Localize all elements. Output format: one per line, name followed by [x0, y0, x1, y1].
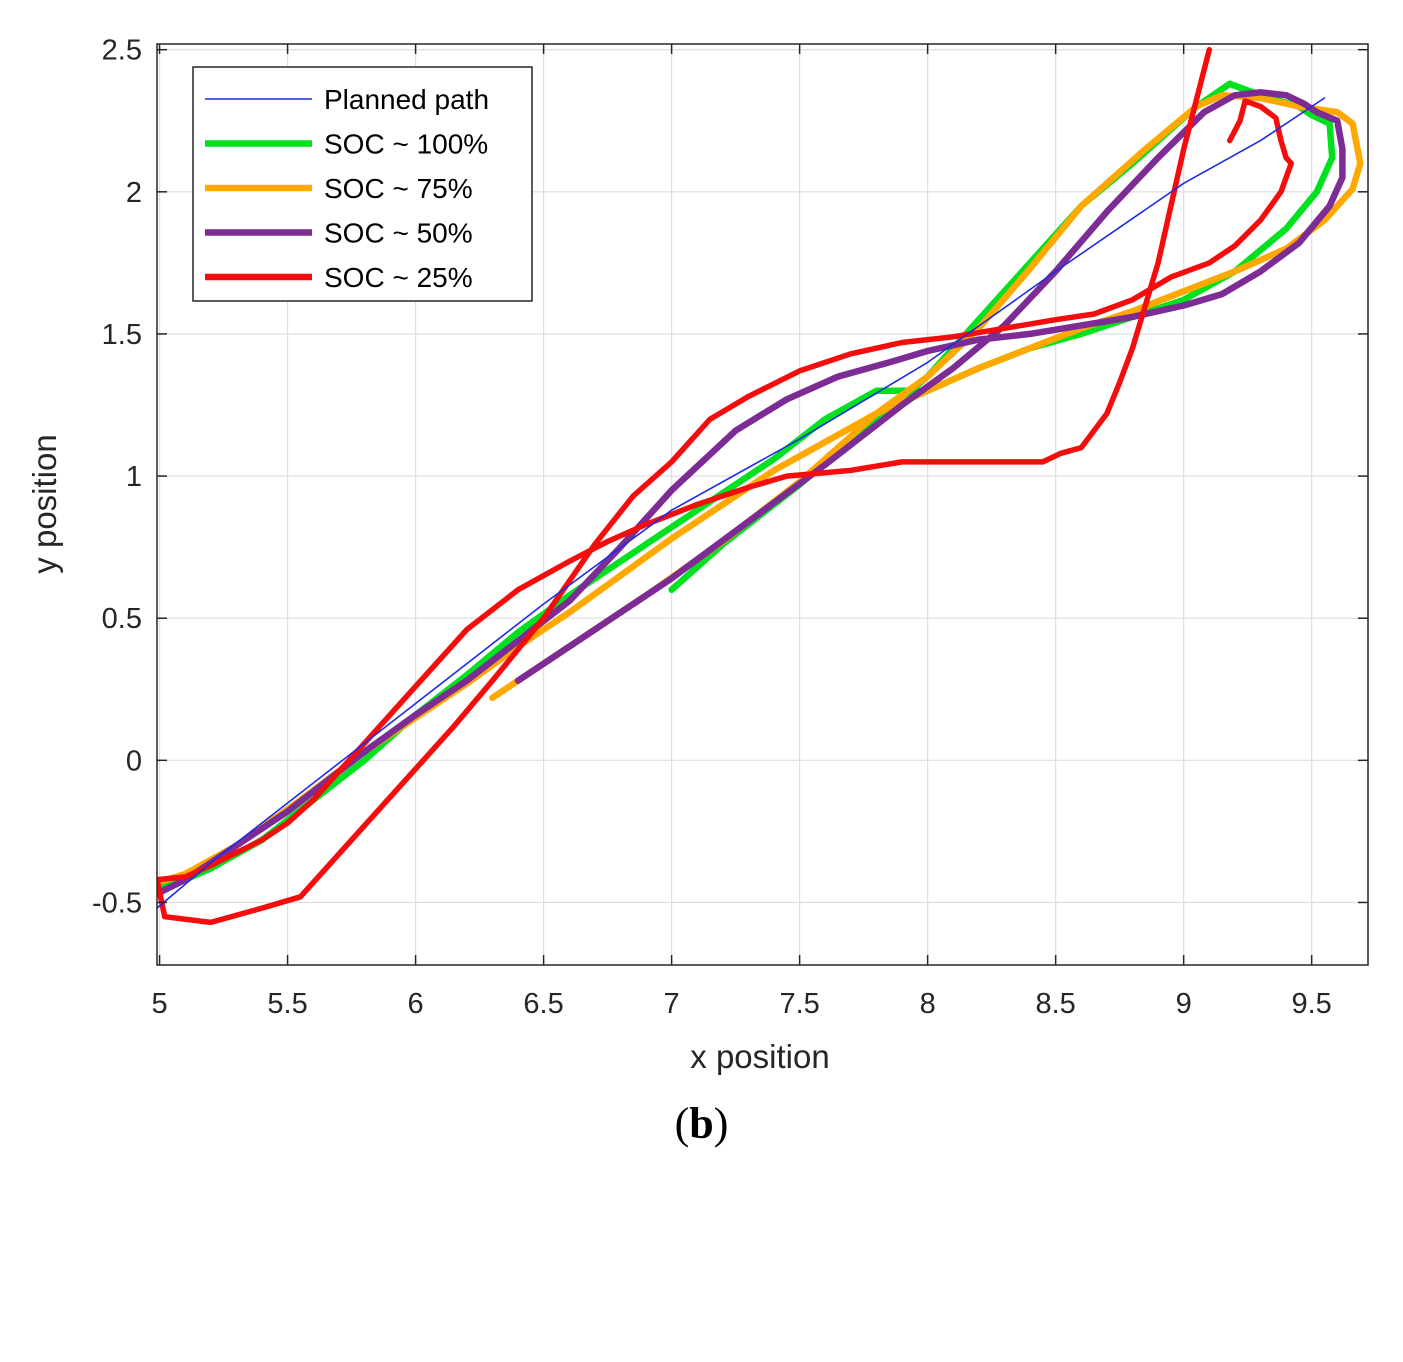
series-line-4 [157, 46, 1294, 926]
y-tick-label: -0.5 [92, 887, 142, 919]
x-tick-label: 5 [151, 988, 167, 1020]
x-tick-label: 8.5 [1035, 988, 1075, 1020]
x-tick-label: 7.5 [779, 988, 819, 1020]
legend-label: SOC ~ 75% [324, 173, 473, 204]
y-tick-label: 1.5 [102, 319, 142, 351]
x-tick-label: 5.5 [267, 988, 307, 1020]
y-tick-label: 1 [126, 461, 142, 493]
plot-frame [156, 43, 1369, 966]
x-tick-label: 6 [408, 988, 424, 1020]
legend-box [192, 66, 533, 302]
legend-label: SOC ~ 100% [324, 129, 488, 160]
y-tick-label: 2.5 [102, 35, 142, 67]
y-tick-label: 0 [126, 745, 142, 777]
figure-caption: (b) [0, 1098, 1403, 1149]
series-group [157, 46, 1364, 926]
series-line-0 [157, 97, 1326, 909]
x-tick-label: 9.5 [1292, 988, 1332, 1020]
x-tick-label: 7 [664, 988, 680, 1020]
x-tick-label: 8 [920, 988, 936, 1020]
x-tick-label: 9 [1176, 988, 1192, 1020]
legend-label: SOC ~ 25% [324, 262, 473, 293]
y-axis-label: y position [26, 434, 63, 573]
caption-letter: b [689, 1099, 714, 1148]
caption-open: ( [674, 1099, 690, 1148]
legend-label: SOC ~ 50% [324, 218, 473, 249]
caption-close: ) [713, 1099, 729, 1148]
ticks: 5 5.5 6 6.5 7 7.5 8 8.5 9 9.5 -0.5 0 0.5 1 1.5 2 2.5 [92, 35, 1368, 1020]
y-tick-label: 2 [126, 177, 142, 209]
legend-label: Planned path [324, 84, 489, 115]
legend: Planned path SOC ~ 100% SOC ~ 75% SOC ~ 50%… [192, 66, 533, 302]
x-axis-label: x position [690, 1038, 829, 1075]
x-tick-label: 6.5 [523, 988, 563, 1020]
y-tick-label: 0.5 [102, 603, 142, 635]
